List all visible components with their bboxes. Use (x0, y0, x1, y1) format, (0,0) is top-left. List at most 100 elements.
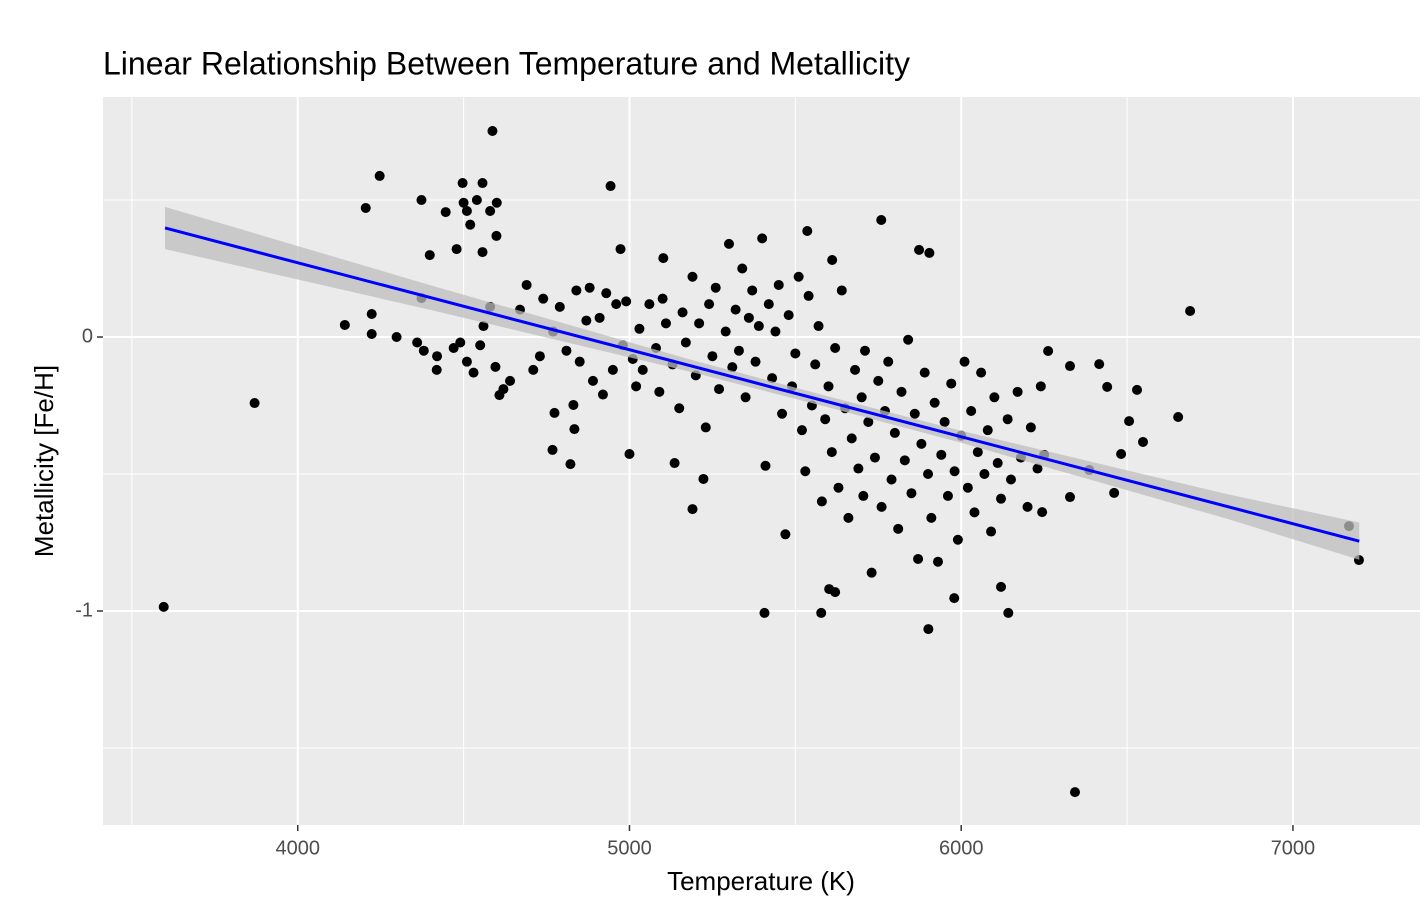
point (611, 299, 622, 310)
point (700, 422, 711, 433)
point (924, 247, 935, 258)
point (733, 345, 744, 356)
point (843, 512, 854, 523)
point (412, 337, 423, 348)
y-tick-label: 0 (82, 325, 93, 347)
point (587, 375, 598, 386)
point (903, 334, 914, 345)
point (687, 271, 698, 282)
point (432, 351, 443, 362)
point (816, 496, 827, 507)
point (615, 244, 626, 255)
point (491, 197, 502, 208)
point (740, 392, 751, 403)
point (992, 458, 1003, 469)
point (339, 319, 350, 330)
point (996, 581, 1007, 592)
point (833, 482, 844, 493)
point (468, 367, 479, 378)
point (528, 364, 539, 375)
point (966, 405, 977, 416)
point (827, 255, 838, 266)
point (1035, 381, 1046, 392)
point (710, 282, 721, 293)
point (249, 398, 260, 409)
point (727, 362, 738, 373)
point (477, 178, 488, 189)
point (962, 482, 973, 493)
point (747, 285, 758, 296)
point (658, 253, 669, 264)
point (549, 407, 560, 418)
point (1003, 607, 1014, 618)
point (858, 490, 869, 501)
point (723, 238, 734, 249)
point (1065, 492, 1076, 503)
point (471, 195, 482, 206)
point (448, 342, 459, 353)
point (939, 416, 950, 427)
point (669, 458, 680, 469)
point (485, 205, 496, 216)
point (979, 469, 990, 480)
point (753, 321, 764, 332)
point (1025, 422, 1036, 433)
point (777, 408, 788, 419)
point (906, 488, 917, 499)
point (584, 282, 595, 293)
point (707, 351, 718, 362)
point (790, 348, 801, 359)
point (949, 593, 960, 604)
panel (103, 97, 1420, 825)
point (982, 425, 993, 436)
point (946, 378, 957, 389)
point (475, 340, 486, 351)
point (1002, 414, 1013, 425)
point (899, 455, 910, 466)
point (680, 337, 691, 348)
point (451, 244, 462, 255)
point (490, 361, 501, 372)
point (561, 345, 572, 356)
point (605, 181, 616, 192)
point (1116, 449, 1127, 460)
point (1185, 305, 1196, 316)
point (757, 233, 768, 244)
point (571, 285, 582, 296)
point (869, 452, 880, 463)
point (487, 125, 498, 136)
point (631, 381, 642, 392)
point (893, 523, 904, 534)
point (491, 230, 502, 241)
point (568, 399, 579, 410)
point (1124, 416, 1135, 427)
point (986, 526, 997, 537)
x-tick-label: 7000 (1271, 837, 1316, 859)
point (860, 345, 871, 356)
point (624, 449, 635, 460)
point (677, 307, 688, 318)
point (923, 624, 934, 635)
point (597, 389, 608, 400)
point (760, 460, 771, 471)
point (813, 321, 824, 332)
point (457, 178, 468, 189)
point (856, 392, 867, 403)
point (698, 473, 709, 484)
point (607, 364, 618, 375)
point (823, 381, 834, 392)
point (654, 386, 665, 397)
point (498, 384, 509, 395)
point (554, 301, 565, 312)
point (830, 587, 841, 598)
point (374, 170, 385, 181)
point (759, 607, 770, 618)
x-tick-label: 5000 (607, 837, 652, 859)
point (660, 318, 671, 329)
point (366, 309, 377, 320)
point (601, 288, 612, 299)
point (569, 424, 580, 435)
y-tick-label: -1 (75, 599, 93, 621)
point (534, 351, 545, 362)
point (783, 310, 794, 321)
